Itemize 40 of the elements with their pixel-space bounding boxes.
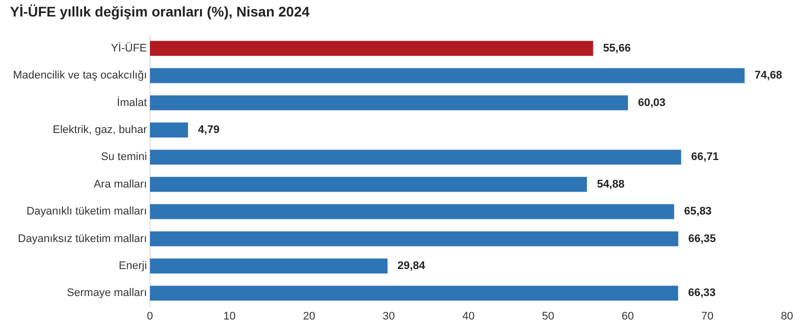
x-tick-label: 70 (701, 310, 714, 322)
bar (150, 68, 745, 84)
data-label: 54,88 (596, 178, 624, 190)
data-label: 55,66 (603, 42, 631, 54)
data-label: 65,83 (684, 206, 712, 218)
y-tick-label: Enerji (118, 260, 147, 272)
y-tick-label: Yİ-ÜFE (110, 41, 147, 54)
data-label: 66,33 (688, 287, 716, 300)
bar (150, 231, 678, 246)
data-label: 74,68 (754, 70, 782, 82)
bar (150, 258, 388, 274)
x-tick-label: 20 (303, 310, 316, 322)
chart-title: Yİ-ÜFE yıllık değişim oranları (%), Nisan 2024 (10, 3, 310, 20)
data-label: 29,84 (398, 260, 426, 272)
data-label: 66,71 (691, 151, 719, 164)
bar (150, 176, 587, 192)
x-tick-label: 30 (382, 310, 395, 322)
bar (150, 95, 628, 110)
y-tick-label: Madencilik ve taş ocakcılığı (13, 70, 147, 82)
bar (150, 204, 674, 220)
y-tick-label: İmalat (116, 96, 147, 109)
x-tick-label: 0 (146, 310, 153, 322)
data-label: 66,35 (688, 232, 716, 245)
x-tick-label: 50 (542, 310, 554, 322)
bar (150, 122, 188, 138)
bar (150, 40, 594, 56)
x-tick-label: 80 (780, 310, 794, 322)
x-tick-label: 40 (462, 310, 475, 322)
y-tick-label: Dayanıklı tüketim malları (26, 206, 147, 218)
y-tick-label: Dayanıksız tüketim malları (18, 232, 147, 245)
y-tick-label: Ara malları (94, 178, 147, 190)
y-tick-label: Sermaye malları (66, 287, 147, 300)
bar (150, 150, 682, 165)
bar (150, 286, 678, 301)
data-label: 60,03 (638, 96, 666, 109)
data-label: 4,79 (198, 124, 220, 136)
x-tick-label: 60 (622, 310, 634, 322)
y-tick-label: Elektrik, gaz, buhar (52, 124, 148, 136)
x-tick-label: 10 (223, 310, 236, 322)
y-tick-label: Su temini (101, 151, 147, 164)
